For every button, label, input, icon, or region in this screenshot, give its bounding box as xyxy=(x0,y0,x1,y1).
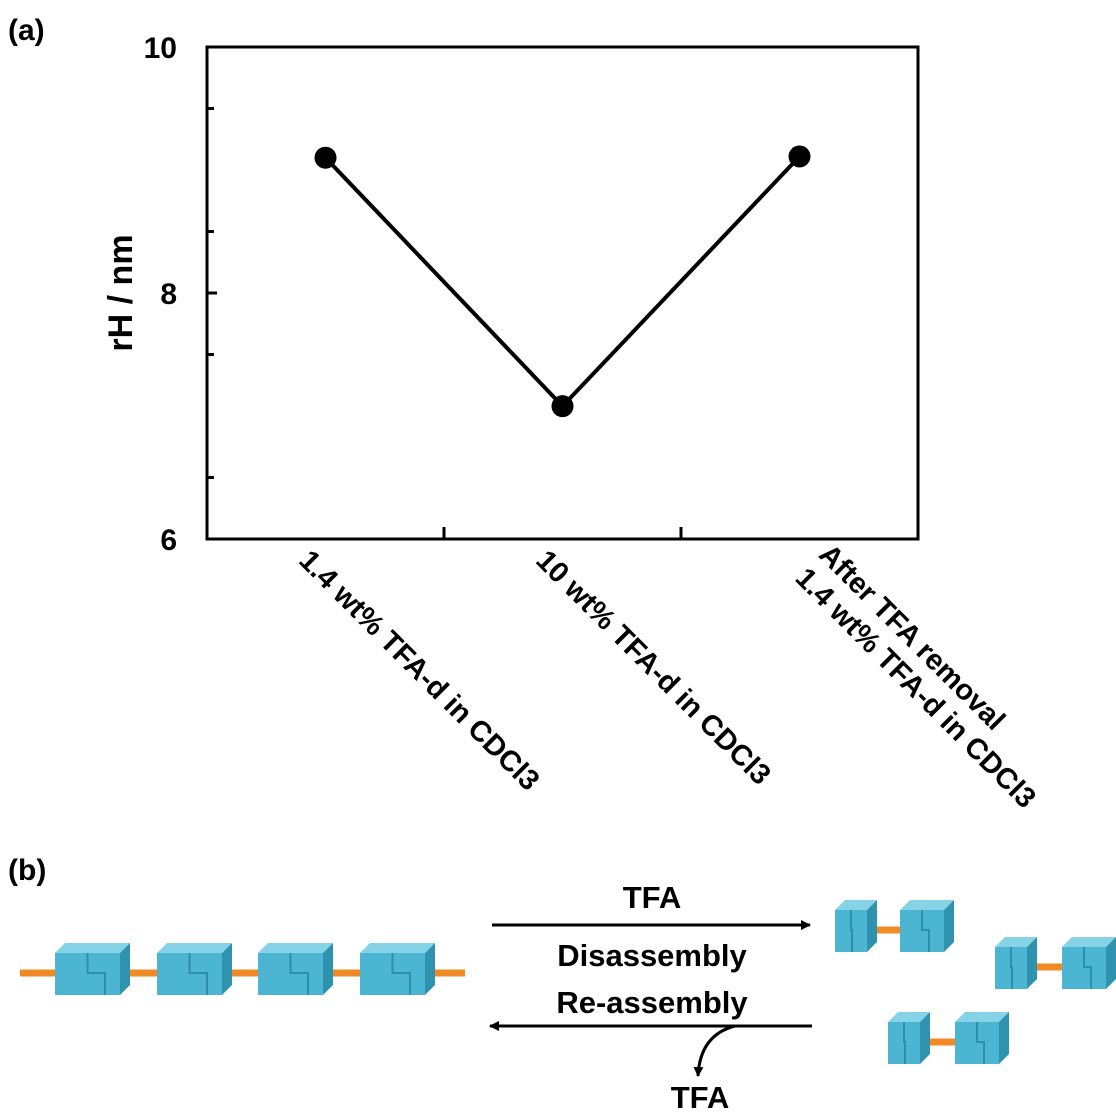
block-notch xyxy=(289,953,309,995)
arrow-label: Disassembly xyxy=(557,938,747,973)
x-tick-label: After TFA removal1.4 wt% TFA-d in CDCl3 xyxy=(789,538,1065,814)
plot-frame xyxy=(205,45,920,541)
diagram xyxy=(20,900,1116,1064)
block-side xyxy=(1027,937,1037,989)
y-tick-label: 6 xyxy=(160,524,177,557)
block-notch xyxy=(976,1022,985,1064)
y-tick-label: 8 xyxy=(160,278,177,311)
x-tick-label: 10 wt% TFA-d in CDCl3 xyxy=(530,544,777,791)
y-tick-label: 10 xyxy=(144,32,177,65)
data-point xyxy=(551,395,574,418)
block-top xyxy=(835,900,877,910)
label-line: 1.4 wt% TFA-d in CDCl3 xyxy=(789,562,1042,815)
block-notch xyxy=(391,953,411,995)
block-top xyxy=(360,943,435,953)
block-top xyxy=(900,900,954,910)
block-notch xyxy=(188,953,208,995)
block-side xyxy=(425,943,435,995)
data-point xyxy=(314,146,337,169)
x-tick-label: 1.4 wt% TFA-d in CDCl3 xyxy=(293,544,546,797)
block-side xyxy=(120,943,130,995)
block-side xyxy=(920,1012,930,1064)
block-top xyxy=(1062,937,1116,947)
block-top xyxy=(258,943,333,953)
block-notch xyxy=(1010,947,1013,989)
block-top xyxy=(995,937,1037,947)
release-arrow xyxy=(693,1024,736,1077)
panel-label: (b) xyxy=(8,854,46,887)
block-notch xyxy=(903,1022,906,1064)
block-top xyxy=(157,943,232,953)
block-top xyxy=(888,1012,930,1022)
block-side xyxy=(222,943,232,995)
block-notch xyxy=(86,953,106,995)
arrow-label: TFA xyxy=(623,880,682,915)
panel-label: (a) xyxy=(8,14,45,47)
block-notch xyxy=(921,910,930,952)
data-line xyxy=(324,155,801,410)
block-side xyxy=(999,1012,1009,1064)
block-notch xyxy=(1083,947,1092,989)
block-top xyxy=(955,1012,1009,1022)
arrow-label: TFA xyxy=(671,1080,730,1113)
block-notch xyxy=(850,910,853,952)
block-side xyxy=(323,943,333,995)
block-side xyxy=(944,900,954,952)
y-axis-label: rH / nm xyxy=(102,234,140,351)
block-top xyxy=(55,943,130,953)
block-side xyxy=(867,900,877,952)
block-side xyxy=(1106,937,1116,989)
arrow-label: Re-assembly xyxy=(556,985,748,1020)
data-point xyxy=(788,145,811,168)
